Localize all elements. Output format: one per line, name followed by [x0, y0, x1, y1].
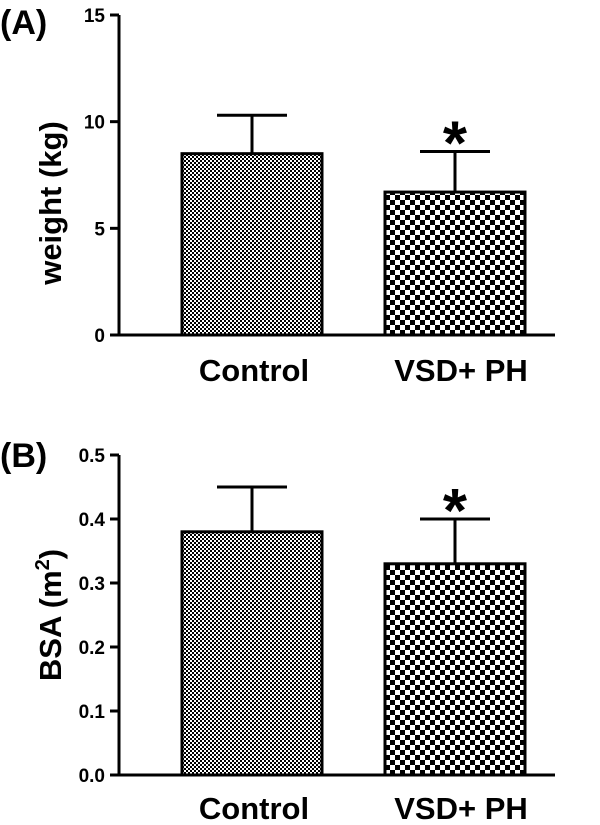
panel-a-y-tick-label: 15 [84, 6, 106, 27]
panel-b-bar-control [180, 530, 324, 777]
panel-b-y-axis-title-main: BSA (m [33, 570, 68, 681]
panel-b-y-axis-title: BSA (m2) [32, 549, 68, 681]
panel-b-y-axis-title-superscript: 2 [32, 559, 54, 570]
panel-a-y-tick-label: 5 [94, 219, 105, 240]
panel-b-y-ticks: 0.0 0.1 0.2 0.3 0.4 0.5 [79, 446, 119, 787]
panel-b-y-tick-label: 0.1 [79, 702, 106, 723]
panel-a-category-vsd-ph: VSD+ PH [394, 353, 528, 388]
panel-b-y-tick-label: 0.2 [79, 638, 105, 659]
panel-a-significance-star: * [443, 110, 468, 179]
panel-b-y-tick-label: 0.4 [79, 510, 106, 531]
panel-b: (B) BSA (m2) 0.0 0.1 0.2 0.3 0.4 0.5 * Contro… [0, 437, 555, 825]
panel-b-label: (B) [0, 437, 47, 475]
panel-a-y-tick-label: 0 [94, 326, 105, 347]
panel-b-y-tick-label: 0.0 [79, 766, 105, 787]
panel-b-bar-vsd-ph [383, 562, 527, 777]
panel-a: (A) weight (kg) 0 5 10 15 * Control VSD+ PH [0, 4, 555, 388]
panel-a-y-axis-title: weight (kg) [33, 121, 68, 286]
panel-a-y-ticks: 0 5 10 15 [84, 6, 119, 347]
panel-b-y-tick-label: 0.3 [79, 574, 105, 595]
panel-a-category-control: Control [199, 353, 309, 388]
panel-a-y-tick-label: 10 [84, 113, 105, 134]
panel-a-bar-vsd-ph [383, 190, 527, 337]
panel-a-label: (A) [0, 4, 47, 42]
panel-b-category-control: Control [199, 791, 309, 825]
panel-b-significance-star: * [443, 477, 468, 546]
panel-a-bar-control [180, 152, 324, 337]
panel-b-category-vsd-ph: VSD+ PH [394, 791, 528, 825]
panel-b-y-tick-label: 0.5 [79, 446, 106, 467]
panel-b-y-axis-title-close: ) [33, 549, 68, 559]
